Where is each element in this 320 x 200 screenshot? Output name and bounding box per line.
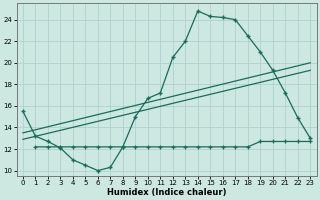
X-axis label: Humidex (Indice chaleur): Humidex (Indice chaleur)	[107, 188, 226, 197]
